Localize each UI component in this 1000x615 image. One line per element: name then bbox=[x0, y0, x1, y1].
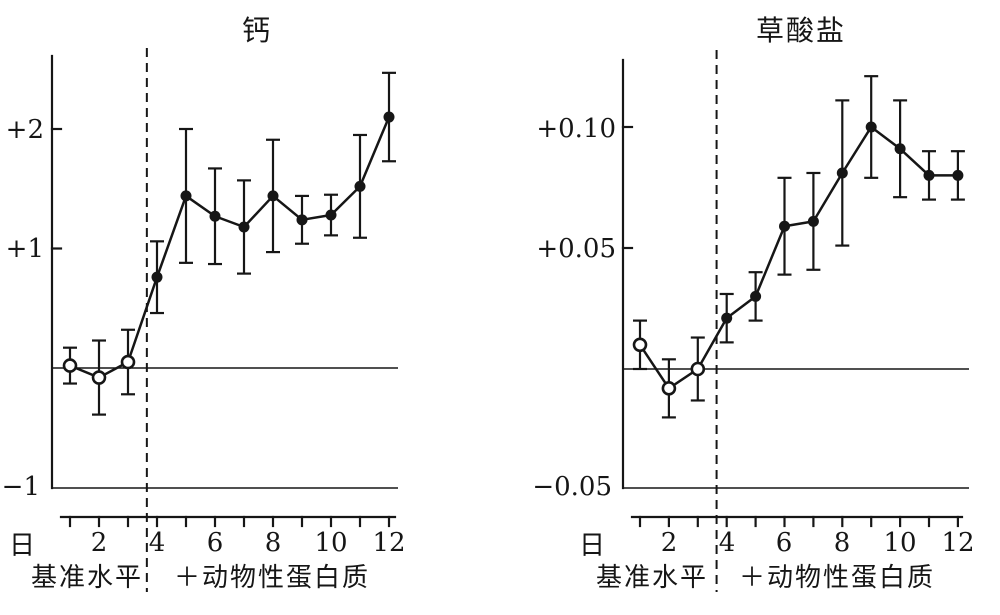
x-tick-label: 12 bbox=[941, 528, 974, 558]
baseline-data-point bbox=[690, 361, 706, 377]
baseline-data-point bbox=[120, 354, 136, 370]
treatment-data-point bbox=[267, 190, 279, 202]
treatment-data-point bbox=[180, 190, 192, 202]
y-tick-label: +2 bbox=[6, 115, 44, 145]
treatment-data-point bbox=[779, 220, 790, 232]
treatment-data-point bbox=[209, 210, 221, 222]
x-tick-label: 8 bbox=[834, 528, 851, 558]
x-axis-unit-label: 日 bbox=[9, 531, 37, 560]
phase-label-baseline: 基准水平 bbox=[596, 563, 708, 592]
x-tick-label: 6 bbox=[776, 528, 793, 558]
y-tick-label: −0.05 bbox=[532, 472, 612, 502]
data-line bbox=[638, 125, 958, 390]
y-tick-label: +0.05 bbox=[536, 234, 616, 264]
treatment-data-point bbox=[721, 312, 733, 324]
x-tick-label: 2 bbox=[91, 528, 108, 558]
phase-label-treatment: ＋动物性蛋白质 bbox=[174, 563, 370, 592]
x-tick-label: 6 bbox=[207, 528, 224, 558]
treatment-data-point bbox=[238, 221, 250, 233]
treatment-data-point bbox=[865, 121, 877, 133]
panel-title-oxalate: 草酸盐 bbox=[756, 15, 846, 47]
x-tick-label: 10 bbox=[314, 528, 347, 558]
x-tick-label: 10 bbox=[883, 528, 916, 558]
x-tick-label: 2 bbox=[661, 528, 678, 558]
y-tick-label: +1 bbox=[6, 234, 44, 264]
phase-label-treatment: ＋动物性蛋白质 bbox=[739, 563, 935, 592]
x-tick-label: 4 bbox=[149, 528, 166, 558]
baseline-data-point bbox=[661, 381, 677, 396]
x-tick-label: 4 bbox=[719, 528, 736, 558]
chart-drawing-layer bbox=[50, 48, 969, 592]
x-axis-unit-label: 日 bbox=[579, 531, 607, 560]
chart-text-layer: 钙 +2 +1 −1 2 4 6 8 10 12 日 基准水平 ＋动物性蛋白质 … bbox=[2, 15, 975, 592]
treatment-data-point bbox=[923, 169, 935, 181]
phase-label-baseline: 基准水平 bbox=[31, 563, 143, 592]
treatment-data-point bbox=[151, 271, 163, 283]
treatment-data-point bbox=[296, 214, 308, 226]
y-tick-label: −1 bbox=[2, 472, 40, 502]
panel-oxalate bbox=[621, 50, 969, 592]
data-line bbox=[69, 116, 391, 379]
panel-title-calcium: 钙 bbox=[242, 15, 272, 47]
treatment-data-point bbox=[952, 169, 964, 181]
treatment-data-point bbox=[807, 215, 819, 227]
x-tick-label: 12 bbox=[372, 528, 405, 558]
y-tick-label: +0.10 bbox=[536, 114, 616, 144]
treatment-data-point bbox=[325, 209, 337, 221]
treatment-data-point bbox=[836, 167, 848, 179]
baseline-data-point bbox=[62, 358, 78, 373]
treatment-data-point bbox=[354, 180, 366, 192]
x-tick-label: 8 bbox=[265, 528, 282, 558]
treatment-data-point bbox=[894, 143, 906, 155]
treatment-data-point bbox=[383, 111, 395, 123]
panel-calcium bbox=[50, 48, 398, 592]
baseline-data-point bbox=[632, 337, 648, 353]
baseline-data-point bbox=[91, 370, 107, 385]
treatment-data-point bbox=[750, 290, 762, 302]
